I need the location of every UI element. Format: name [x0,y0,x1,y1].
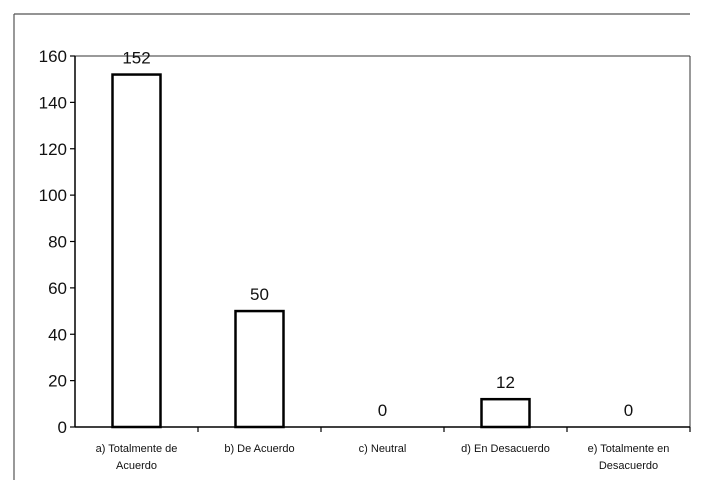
category-label-line: Desacuerdo [599,460,658,472]
category-label: e) Totalmente en Desacuerdo [588,443,670,472]
bar [111,73,162,429]
category-label-line: b) De Acuerdo [224,443,294,455]
bars [111,73,531,429]
data-label: 12 [496,373,515,392]
bar [234,309,285,429]
y-tick-label: 160 [39,47,67,66]
y-tick-label: 20 [48,372,67,391]
data-label: 0 [378,401,387,420]
x-axis: a) Totalmente de Acuerdo b) De Acuerdo c) N… [75,426,691,472]
data-label: 50 [250,285,269,304]
category-label: c) Neutral [359,443,407,455]
data-label: 152 [122,49,150,68]
chart-frame [13,13,691,480]
y-tick-label: 100 [39,186,67,205]
y-axis: 0 20 40 60 80 100 120 140 160 [39,47,76,437]
category-label-line: Acuerdo [116,460,157,472]
category-label-line: e) Totalmente en [588,443,670,455]
y-tick-label: 40 [48,325,67,344]
y-tick-label: 80 [48,233,67,252]
data-label: 0 [624,401,633,420]
bar [480,397,531,429]
category-label: a) Totalmente de Acuerdo [96,443,178,472]
category-label-line: d) En Desacuerdo [461,443,550,455]
y-tick-label: 120 [39,140,67,159]
category-label-line: a) Totalmente de [96,443,178,455]
category-label-line: c) Neutral [359,443,407,455]
y-tick-label: 0 [58,418,67,437]
data-labels: 152 50 0 12 0 [122,49,633,420]
category-label: b) De Acuerdo [224,443,294,455]
y-tick-label: 60 [48,279,67,298]
y-tick-label: 140 [39,93,67,112]
category-label: d) En Desacuerdo [461,443,550,455]
